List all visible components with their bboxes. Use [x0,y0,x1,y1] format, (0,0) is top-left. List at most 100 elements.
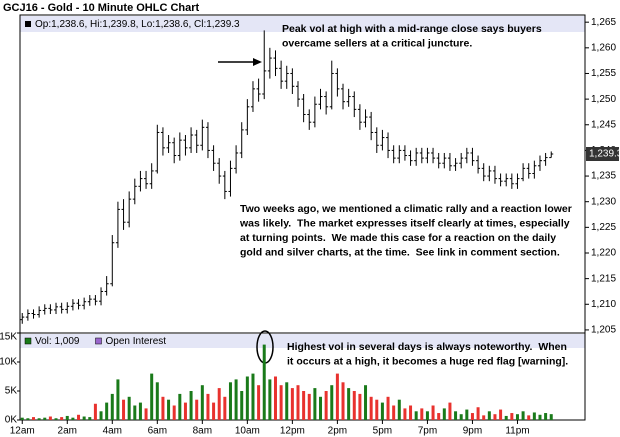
x-tick-label: 11pm [505,426,529,437]
volume-bar [324,391,328,420]
chart-title: GCJ16 - Gold - 10 Minute OHLC Chart [3,2,200,14]
y-tick-label: 1,225 [591,222,616,233]
volume-bar [26,418,30,420]
volume-bar [32,417,36,420]
volume-bar [341,382,345,420]
volume-bar [335,373,339,420]
volume-bar [262,344,266,420]
volume-bar [245,376,249,420]
volume-tick-label: 15K [0,332,17,343]
volume-bar [234,379,238,420]
y-tick-label: 1,260 [591,42,616,53]
volume-bar [105,402,109,420]
volume-bar [167,399,171,420]
arrow-head [253,58,262,66]
volume-bar [77,414,81,420]
volume-bar [476,407,480,420]
x-tick-label: 9pm [463,426,482,437]
volume-bar [71,417,75,420]
y-tick-label: 1,250 [591,94,616,105]
volume-bar [392,405,396,420]
volume-bar [425,411,429,420]
volume-bar [330,385,334,420]
volume-bar [60,417,64,420]
volume-bar [20,417,24,420]
last-price-label: 1,239.3 [589,149,620,160]
volume-legend-strip [20,334,585,348]
volume-bar [465,409,469,420]
annotation: was likely. The market expresses itself … [239,217,570,229]
volume-bar [155,382,159,420]
volume-bar [319,396,323,420]
volume-bar [285,382,289,420]
volume-bar [150,373,154,420]
volume-bar [454,411,458,420]
volume-bar [257,385,261,420]
y-tick-label: 1,265 [591,17,616,28]
volume-bar [296,385,300,420]
last-price-box [586,146,619,161]
volume-bar [183,402,187,420]
volume-bar [459,414,463,420]
annotation: Two weeks ago, we mentioned a climatic r… [240,203,572,215]
volume-bar [448,402,452,420]
volume-bar [65,415,69,420]
volume-bar [499,409,503,420]
volume-bar [414,411,418,420]
x-tick-label: 10am [235,426,260,437]
x-tick-label: 12am [10,426,35,437]
y-tick-label: 1,205 [591,325,616,336]
volume-bar [302,391,306,420]
volume-bar [380,402,384,420]
volume-bar [487,411,491,420]
volume-bar [409,405,413,420]
volume-bar [251,373,255,420]
volume-bar [510,413,514,420]
volume-bar [99,411,103,420]
volume-bar [521,411,525,420]
volume-bar [437,413,441,420]
volume-bar [403,408,407,420]
y-tick-label: 1,215 [591,273,616,284]
volume-bar [442,408,446,420]
volume-bar [217,388,221,420]
volume-bar [347,388,351,420]
volume-tick-label: 10K [0,357,17,368]
volume-bar [504,415,508,420]
volume-bar [110,393,114,420]
y-tick-label: 1,230 [591,196,616,207]
x-tick-label: 2am [58,426,77,437]
volume-bar [313,388,317,420]
volume-bar [279,385,283,420]
volume-bar [544,413,548,420]
price-legend: Op:1,238.6, Hi:1,239.8, Lo:1,238.6, Cl:1… [35,19,240,30]
volume-bar [268,379,272,420]
volume-bar [515,414,519,420]
volume-bar [369,396,373,420]
volume-bar [82,416,86,420]
price-legend-strip [20,16,585,32]
y-tick-label: 1,245 [591,119,616,130]
volume-bar [470,413,474,420]
volume-bar [54,418,58,420]
y-tick-label: 1,255 [591,68,616,79]
x-tick-label: 7pm [418,426,437,437]
x-tick-label: 5pm [373,426,392,437]
y-tick-label: 1,235 [591,171,616,182]
volume-bar [538,414,542,420]
volume-bar [482,415,486,420]
volume-bar [93,403,97,420]
volume-bar [48,416,52,420]
x-tick-label: 2pm [328,426,347,437]
volume-bar [527,415,531,420]
volume-bar [133,405,137,420]
volume-bar [431,405,435,420]
volume-bar [127,396,131,420]
volume-bar [189,391,193,420]
volume-bar [240,391,244,420]
volume-bar [290,388,294,420]
volume-bar [144,408,148,420]
